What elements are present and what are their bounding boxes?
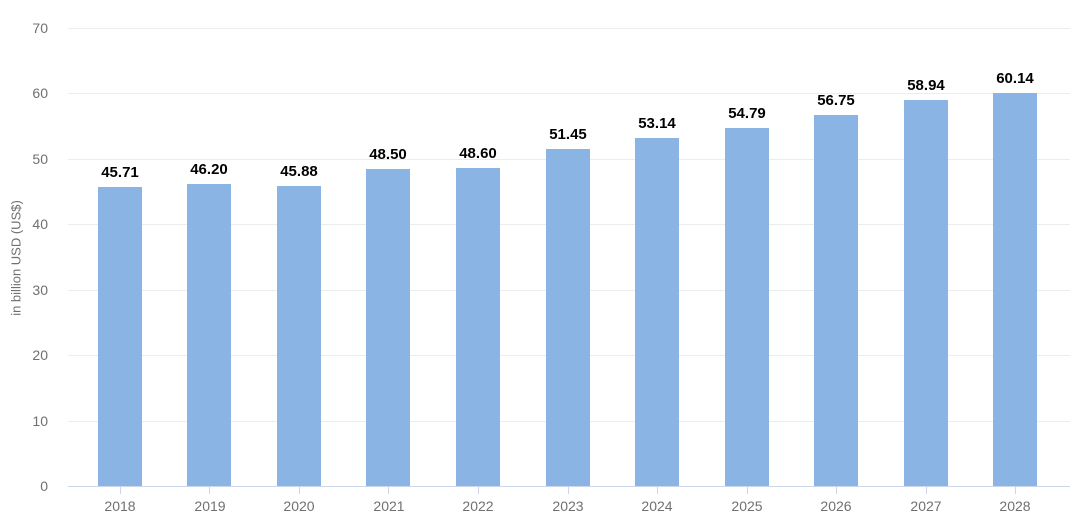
x-tick-label: 2023	[552, 498, 584, 514]
bar-value-label: 60.14	[996, 70, 1034, 87]
bar-value-label: 51.45	[549, 126, 587, 143]
x-tick-label: 2021	[373, 498, 405, 514]
x-tick-label: 2020	[283, 498, 315, 514]
y-tick-label: 40	[32, 216, 48, 232]
bar-value-label: 45.71	[101, 164, 139, 181]
bar[interactable]	[546, 149, 590, 486]
x-tick-mark	[836, 487, 837, 494]
bar[interactable]	[814, 115, 858, 486]
gridline	[68, 28, 1070, 29]
x-tick-label: 2024	[641, 498, 673, 514]
y-tick-label: 20	[32, 347, 48, 363]
bar[interactable]	[993, 93, 1037, 486]
x-tick-mark	[568, 487, 569, 494]
y-tick-label: 50	[32, 151, 48, 167]
bar-value-label: 46.20	[190, 161, 228, 178]
y-tick-label: 30	[32, 282, 48, 298]
x-tick-mark	[299, 487, 300, 494]
x-tick-mark	[1015, 487, 1016, 494]
x-tick-mark	[388, 487, 389, 494]
x-tick-label: 2022	[462, 498, 494, 514]
x-tick-mark	[209, 487, 210, 494]
bar[interactable]	[456, 168, 500, 486]
bar[interactable]	[366, 169, 410, 486]
x-tick-label: 2027	[910, 498, 942, 514]
bar[interactable]	[635, 138, 679, 486]
y-tick-label: 10	[32, 413, 48, 429]
bar[interactable]	[187, 184, 231, 486]
bar[interactable]	[277, 186, 321, 486]
x-tick-label: 2026	[820, 498, 852, 514]
x-tick-label: 2018	[104, 498, 136, 514]
bar-value-label: 56.75	[817, 92, 855, 109]
bar-value-label: 54.79	[728, 105, 766, 122]
x-tick-label: 2019	[194, 498, 226, 514]
x-tick-label: 2025	[731, 498, 763, 514]
bar-value-label: 58.94	[907, 77, 945, 94]
x-tick-mark	[478, 487, 479, 494]
x-tick-mark	[657, 487, 658, 494]
x-axis-line	[68, 486, 1070, 487]
gridline	[68, 93, 1070, 94]
y-tick-label: 70	[32, 20, 48, 36]
bar-value-label: 48.60	[459, 145, 497, 162]
x-tick-mark	[926, 487, 927, 494]
bar[interactable]	[725, 128, 769, 486]
x-tick-mark	[747, 487, 748, 494]
y-tick-label: 0	[40, 478, 48, 494]
x-tick-mark	[120, 487, 121, 494]
bar[interactable]	[98, 187, 142, 486]
bar-value-label: 45.88	[280, 163, 318, 180]
bar-value-label: 53.14	[638, 115, 676, 132]
bar-value-label: 48.50	[369, 146, 407, 163]
y-tick-label: 60	[32, 85, 48, 101]
bar[interactable]	[904, 100, 948, 486]
x-tick-label: 2028	[999, 498, 1031, 514]
